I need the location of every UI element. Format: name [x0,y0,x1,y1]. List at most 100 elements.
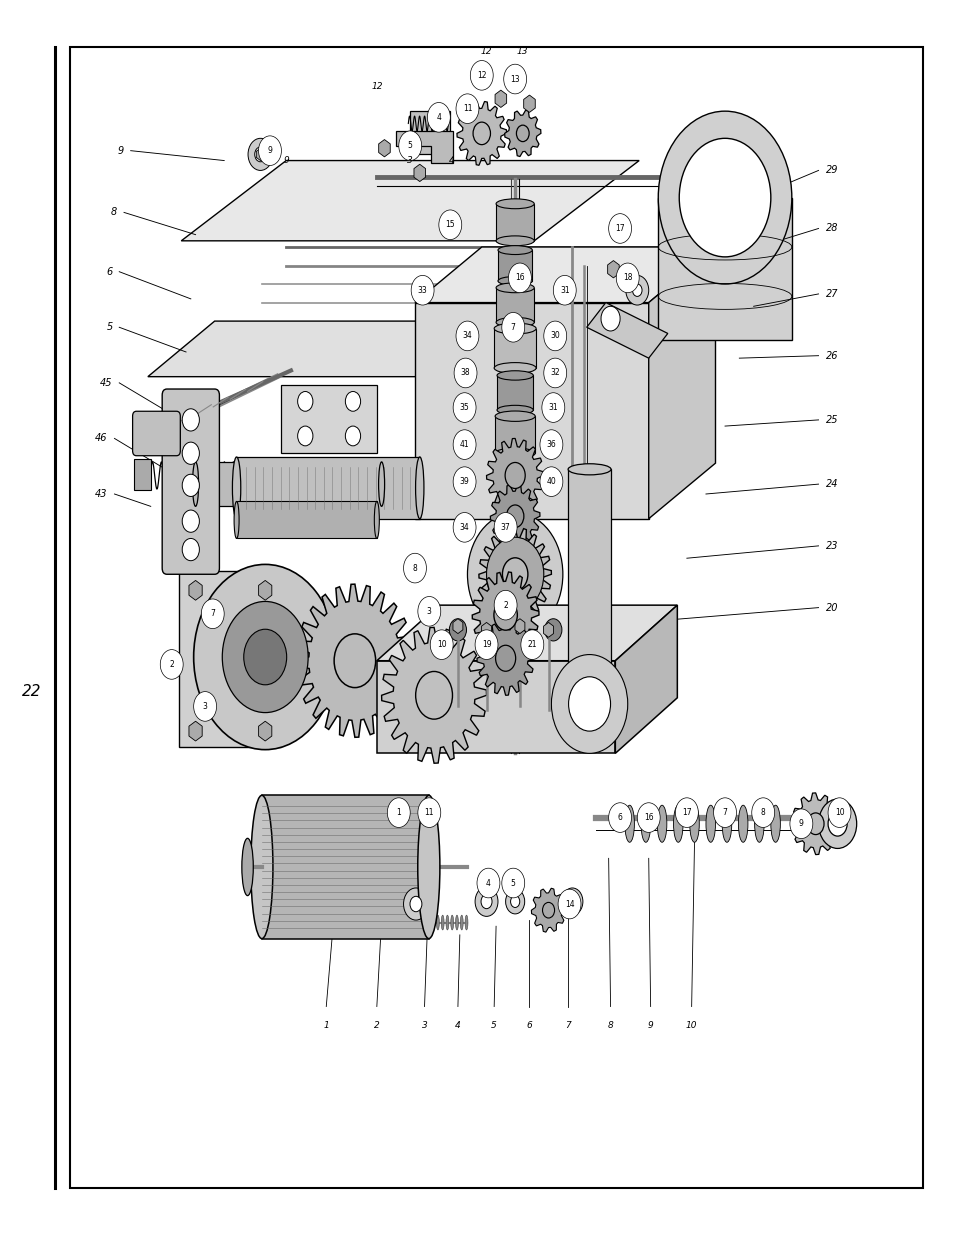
Circle shape [456,94,478,124]
Polygon shape [456,101,506,165]
Circle shape [453,467,476,496]
Circle shape [567,895,577,908]
Polygon shape [148,321,481,377]
Circle shape [658,111,791,284]
Polygon shape [495,90,506,107]
Ellipse shape [673,805,682,842]
Text: 19: 19 [481,640,491,650]
Polygon shape [256,148,264,161]
Ellipse shape [496,199,534,209]
Text: 1: 1 [396,808,400,818]
Text: 12: 12 [476,70,486,80]
Text: 2: 2 [374,1021,379,1030]
Text: 8: 8 [607,1021,613,1030]
Circle shape [494,590,517,620]
Circle shape [417,597,440,626]
Circle shape [427,103,450,132]
Ellipse shape [640,805,650,842]
Polygon shape [478,527,551,621]
Circle shape [417,798,440,827]
Circle shape [486,537,543,611]
Circle shape [751,798,774,827]
Circle shape [544,619,561,641]
Text: 38: 38 [460,368,470,378]
Circle shape [501,868,524,898]
Circle shape [675,798,698,827]
Circle shape [438,210,461,240]
Circle shape [345,391,360,411]
Polygon shape [791,793,839,855]
Bar [495,416,535,453]
Polygon shape [376,605,677,661]
Ellipse shape [497,246,532,254]
Circle shape [403,888,428,920]
Circle shape [475,887,497,916]
Text: 30: 30 [550,331,559,341]
Ellipse shape [241,839,253,895]
Text: 17: 17 [681,808,691,818]
Text: 33: 33 [417,285,427,295]
Text: 23: 23 [825,541,838,551]
Circle shape [553,275,576,305]
Polygon shape [410,111,450,154]
Circle shape [453,513,476,542]
Circle shape [568,677,610,731]
Polygon shape [414,164,425,182]
Circle shape [713,798,736,827]
Text: 2: 2 [503,600,507,610]
Ellipse shape [436,915,438,930]
Text: 12: 12 [480,47,492,57]
Polygon shape [472,572,538,658]
Ellipse shape [440,915,443,930]
Text: 21: 21 [527,640,537,650]
Circle shape [456,321,478,351]
Polygon shape [281,385,376,453]
Text: 17: 17 [615,224,624,233]
Polygon shape [295,584,414,737]
Text: 5: 5 [106,322,112,332]
Polygon shape [395,131,453,163]
Circle shape [558,889,580,919]
Text: 2: 2 [170,659,173,669]
Text: 3: 3 [202,701,208,711]
Text: 40: 40 [546,477,556,487]
Polygon shape [504,110,540,157]
Circle shape [495,645,516,672]
Circle shape [503,64,526,94]
Circle shape [541,393,564,422]
Circle shape [254,147,266,162]
Circle shape [608,803,631,832]
Ellipse shape [431,915,435,930]
Bar [568,469,611,698]
Circle shape [679,138,770,257]
Bar [497,249,532,280]
Circle shape [818,799,856,848]
Circle shape [403,553,426,583]
Text: 45: 45 [100,378,112,388]
Ellipse shape [754,805,763,842]
Ellipse shape [567,692,610,704]
Text: 7: 7 [510,322,516,332]
Text: 10: 10 [436,640,446,650]
Circle shape [789,809,812,839]
Circle shape [510,895,519,908]
Circle shape [504,462,525,489]
Text: 8: 8 [111,207,117,217]
Text: 11: 11 [462,104,472,114]
Circle shape [453,430,476,459]
Circle shape [539,467,562,496]
Bar [70,47,923,1188]
Ellipse shape [496,317,534,327]
Text: 9: 9 [117,146,124,156]
FancyBboxPatch shape [162,389,219,574]
FancyBboxPatch shape [138,419,180,451]
Circle shape [160,650,183,679]
Text: 5: 5 [510,878,516,888]
Circle shape [473,122,490,144]
Text: 9: 9 [798,819,803,829]
Polygon shape [658,198,791,340]
Text: 37: 37 [500,522,510,532]
Circle shape [387,798,410,827]
Circle shape [193,564,336,750]
Circle shape [258,136,281,165]
